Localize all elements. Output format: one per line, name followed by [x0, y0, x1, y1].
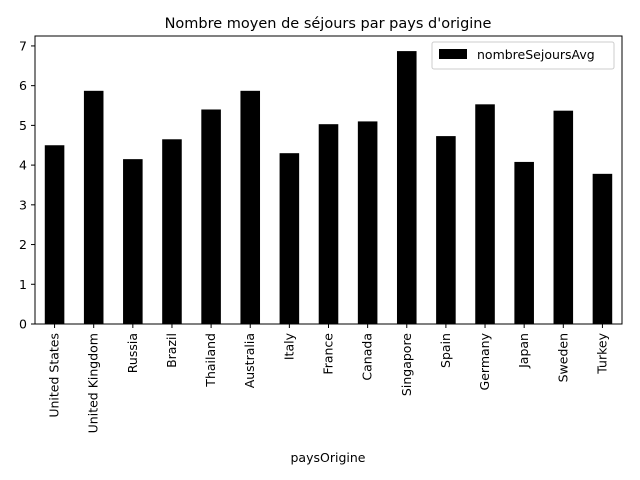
y-tick-label: 3	[19, 197, 27, 212]
y-tick-label: 5	[19, 118, 27, 133]
x-tick-label: Turkey	[594, 332, 609, 374]
x-tick-label: France	[321, 333, 336, 375]
bar-spain	[436, 136, 456, 324]
x-tick-label: Japan	[516, 333, 531, 369]
bar-italy	[279, 153, 300, 324]
x-tick-label: Germany	[477, 332, 492, 390]
y-tick-label: 1	[19, 277, 27, 292]
legend: nombreSejoursAvg	[431, 41, 615, 70]
bar-japan	[514, 161, 534, 324]
legend-box	[431, 41, 615, 70]
bar-singapore	[396, 51, 417, 324]
y-tick-label: 2	[19, 237, 27, 252]
y-tick-label: 0	[19, 317, 27, 332]
x-tick-label: Italy	[281, 332, 296, 360]
x-tick-label: Russia	[125, 333, 140, 373]
bar-sweden	[553, 110, 574, 324]
x-tick-label: Sweden	[555, 333, 570, 382]
x-tick-label: Spain	[438, 333, 453, 368]
x-tick-label: United Kingdom	[86, 333, 101, 433]
y-tick-label: 7	[19, 38, 27, 53]
legend-label: nombreSejoursAvg	[477, 47, 595, 62]
y-axis: 0 1 2 3 4 5 6 7	[19, 38, 35, 332]
x-tick-label: United States	[47, 333, 62, 418]
x-axis-label: paysOrigine	[291, 450, 366, 465]
x-tick-label: Australia	[242, 333, 257, 388]
chart-title: Nombre moyen de séjours par pays d'origi…	[165, 16, 492, 32]
x-axis: United States United Kingdom Russia Brazil T…	[47, 324, 609, 433]
y-tick-label: 4	[19, 158, 27, 173]
x-tick-label: Brazil	[164, 333, 179, 368]
bar-russia	[123, 159, 143, 324]
bar-germany	[475, 104, 495, 324]
bar-turkey	[592, 173, 613, 324]
x-tick-label: Canada	[360, 333, 375, 381]
bar-france	[318, 124, 339, 324]
bar-australia	[240, 90, 261, 325]
bar-thailand	[201, 109, 221, 324]
legend-swatch	[439, 49, 467, 59]
y-tick-label: 6	[19, 78, 27, 93]
x-tick-label: Thailand	[203, 333, 218, 388]
bar-brazil	[162, 139, 182, 324]
x-tick-label: Singapore	[399, 333, 414, 396]
bars-layer	[44, 51, 613, 325]
bar-canada	[357, 121, 378, 325]
bar-united-states	[44, 145, 65, 324]
plot-frame	[34, 35, 623, 325]
bar-united-kingdom	[83, 90, 104, 325]
